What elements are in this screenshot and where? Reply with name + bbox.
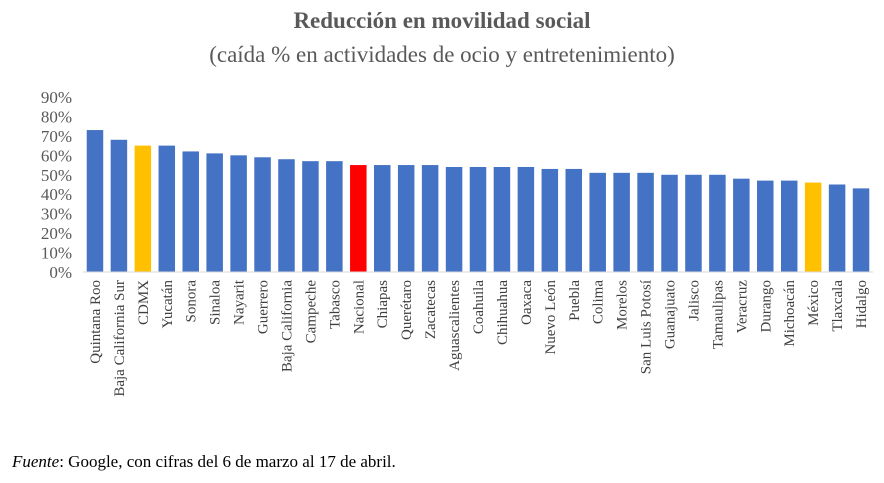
y-tick-label: 10% (41, 244, 72, 263)
x-tick-label: Aguascalientes (447, 280, 463, 371)
y-tick-label: 90% (41, 88, 72, 107)
bar (278, 159, 295, 272)
bar (230, 155, 247, 272)
bars (86, 130, 870, 272)
bar (709, 174, 726, 272)
y-tick-label: 50% (41, 166, 72, 185)
bar (421, 165, 439, 272)
y-tick-label: 70% (41, 127, 72, 146)
x-tick-label: Chihuahua (495, 280, 511, 345)
source-note: Fuente: Google, con cifras del 6 de marz… (12, 452, 396, 472)
x-tick-label: Quintana Roo (88, 280, 104, 364)
x-tick-label: Tlaxcala (830, 280, 846, 332)
bar (541, 168, 559, 272)
x-tick-label: Coahuila (471, 280, 487, 334)
bar (158, 145, 176, 272)
bar (733, 178, 750, 272)
x-tick-label: Chiapas (375, 280, 391, 328)
x-tick-label: Durango (758, 280, 774, 333)
x-tick-label: Jalisco (686, 280, 702, 321)
bar (517, 167, 535, 272)
x-tick-label: Nuevo León (543, 280, 559, 355)
x-tick-label: Tamaulipas (710, 280, 726, 349)
x-tick-label: Guerrero (256, 280, 272, 334)
y-tick-label: 0% (49, 263, 72, 282)
bar (828, 184, 846, 272)
bar (86, 130, 104, 272)
chart-title: Reducción en movilidad social (293, 8, 591, 33)
bar (852, 188, 870, 272)
x-tick-label: Nacional (351, 280, 367, 334)
bar (757, 180, 774, 272)
x-tick-label: Yucatán (160, 280, 176, 329)
y-axis: 0%10%20%30%40%50%60%70%80%90% (41, 88, 72, 282)
x-tick-label: Colima (591, 280, 607, 325)
x-tick-label: Baja California (279, 280, 295, 372)
y-tick-label: 60% (41, 146, 72, 165)
bar (206, 153, 223, 272)
x-tick-label: Zacatecas (423, 280, 439, 339)
bar (110, 139, 128, 272)
x-tick-label: Sinaloa (208, 280, 224, 325)
x-tick-label: México (806, 280, 822, 326)
x-tick-label: Hidalgo (854, 280, 870, 328)
x-tick-label: CDMX (136, 280, 152, 325)
chart-subtitle: (caída % en actividades de ocio y entret… (209, 42, 675, 67)
bar (469, 167, 487, 272)
bar (302, 161, 319, 272)
bar (397, 165, 415, 272)
bar (685, 174, 702, 272)
bar (565, 168, 583, 272)
bar (254, 157, 271, 272)
source-label: Fuente (12, 452, 60, 471)
source-text: : Google, con cifras del 6 de marzo al 1… (59, 452, 396, 471)
x-tick-label: Tabasco (327, 280, 343, 329)
x-tick-label: Sonora (184, 280, 200, 323)
bar (326, 161, 343, 272)
x-tick-label: Baja California Sur (112, 280, 128, 397)
x-tick-label: Michoacán (782, 280, 798, 347)
bar (780, 180, 798, 272)
bar (493, 167, 511, 272)
bar (613, 172, 630, 272)
bar (661, 174, 678, 272)
bar (350, 165, 367, 272)
x-tick-label: Morelos (615, 280, 631, 330)
x-tick-label: Nayarit (232, 279, 248, 325)
bar (589, 172, 606, 272)
y-tick-label: 40% (41, 185, 72, 204)
x-tick-label: Querétaro (399, 280, 415, 340)
bar (637, 172, 654, 272)
x-axis: Quintana Roo Baja California Sur CDMX Yucat… (83, 271, 873, 397)
x-tick-label: Guanajuato (663, 280, 679, 349)
y-tick-label: 80% (41, 107, 72, 126)
x-tick-label: Puebla (567, 280, 583, 321)
y-tick-label: 30% (41, 205, 72, 224)
bar (134, 145, 152, 272)
x-tick-label: Oaxaca (519, 280, 535, 325)
bar (445, 167, 463, 272)
bar (373, 165, 391, 272)
y-tick-label: 20% (41, 224, 72, 243)
x-tick-label: San Luis Potosí (639, 280, 655, 374)
bar (182, 151, 199, 272)
x-tick-label: Veracruz (734, 280, 750, 334)
bar-chart: 0%10%20%30%40%50%60%70%80%90% Quintana R… (41, 88, 873, 397)
bar (804, 182, 822, 272)
x-tick-label: Campeche (303, 280, 319, 344)
